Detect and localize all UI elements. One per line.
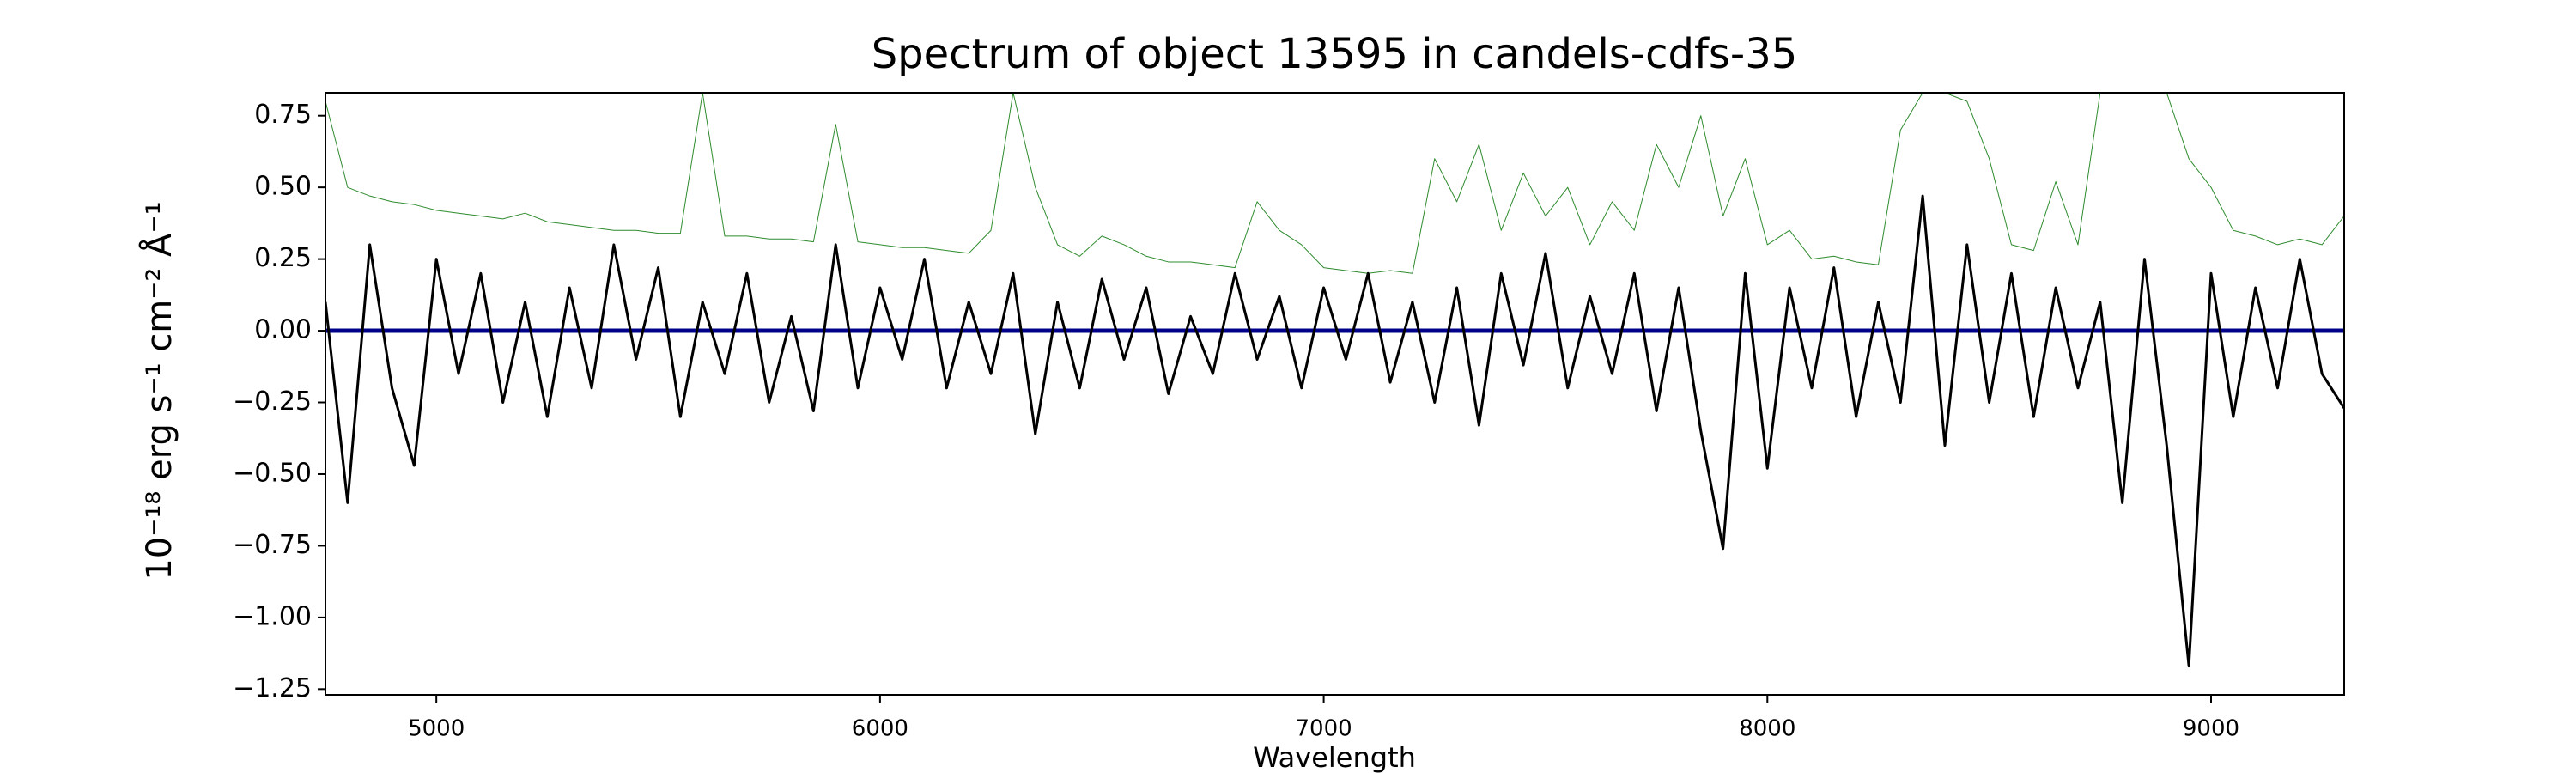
- x-axis-label: Wavelength: [1253, 741, 1416, 773]
- x-tick-label: 7000: [1295, 716, 1352, 742]
- y-tick-label: 0.50: [254, 172, 312, 202]
- x-tick-label: 5000: [408, 716, 465, 742]
- x-tick-label: 8000: [1739, 716, 1795, 742]
- y-tick-label: −1.00: [233, 601, 312, 631]
- y-tick-label: 0.00: [254, 315, 312, 345]
- x-tick-label: 9000: [2183, 716, 2239, 742]
- chart-title: Spectrum of object 13595 in candels-cdfs…: [872, 30, 1798, 78]
- y-axis-label: 10⁻¹⁸ erg s⁻¹ cm⁻² Å⁻¹: [138, 201, 179, 580]
- y-tick-label: −0.75: [233, 530, 312, 560]
- y-tick-label: −0.50: [233, 458, 312, 488]
- y-tick-label: 0.75: [254, 100, 312, 130]
- x-tick-label: 6000: [852, 716, 908, 742]
- plot-area: [325, 93, 2344, 668]
- spectrum-line: [325, 93, 2344, 274]
- y-tick-label: −0.25: [233, 386, 312, 417]
- spectrum-line: [325, 194, 2344, 668]
- y-tick-label: 0.25: [254, 243, 312, 273]
- y-tick-label: −1.25: [233, 673, 312, 703]
- plot-frame: [325, 92, 2345, 696]
